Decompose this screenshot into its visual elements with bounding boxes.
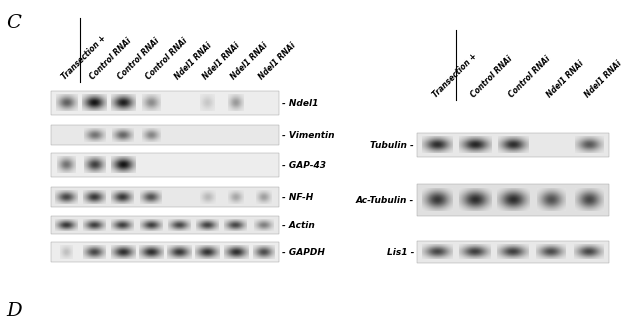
Bar	[51, 91, 279, 115]
Text: - GAPDH: - GAPDH	[282, 248, 325, 257]
Text: Ndel1 RNAi: Ndel1 RNAi	[201, 41, 241, 81]
Bar	[51, 242, 279, 262]
Text: Lis1 -: Lis1 -	[387, 248, 414, 257]
Text: - GAP-43: - GAP-43	[282, 160, 326, 169]
Bar	[417, 184, 609, 216]
Text: - Actin: - Actin	[282, 221, 315, 230]
Text: Transection +: Transection +	[60, 33, 108, 81]
Text: - Vimentin: - Vimentin	[282, 130, 335, 139]
Text: Ndel1 RNAi: Ndel1 RNAi	[173, 41, 213, 81]
Text: Ndel1 RNAi: Ndel1 RNAi	[229, 41, 269, 81]
Text: Control RNAi: Control RNAi	[468, 54, 514, 99]
Bar	[51, 216, 279, 234]
Text: - Ndel1: - Ndel1	[282, 99, 318, 108]
Text: Control RNAi: Control RNAi	[145, 36, 189, 81]
Text: D: D	[6, 302, 22, 320]
Text: Ac-Tubulin -: Ac-Tubulin -	[356, 195, 414, 204]
Text: Control RNAi: Control RNAi	[507, 54, 552, 99]
Bar	[51, 125, 279, 145]
Bar	[51, 187, 279, 207]
Text: Tubulin -: Tubulin -	[371, 140, 414, 149]
Bar	[417, 241, 609, 263]
Text: Ndel1 RNAi: Ndel1 RNAi	[582, 59, 623, 99]
Text: Transection +: Transection +	[431, 51, 479, 99]
Text: Ndel1 RNAi: Ndel1 RNAi	[545, 59, 585, 99]
Text: C: C	[6, 14, 21, 32]
Text: - NF-H: - NF-H	[282, 193, 313, 202]
Text: Ndel1 RNAi: Ndel1 RNAi	[257, 41, 298, 81]
Text: Control RNAi: Control RNAi	[88, 36, 133, 81]
Bar	[51, 153, 279, 177]
Bar	[417, 133, 609, 157]
Text: Control RNAi: Control RNAi	[116, 36, 161, 81]
